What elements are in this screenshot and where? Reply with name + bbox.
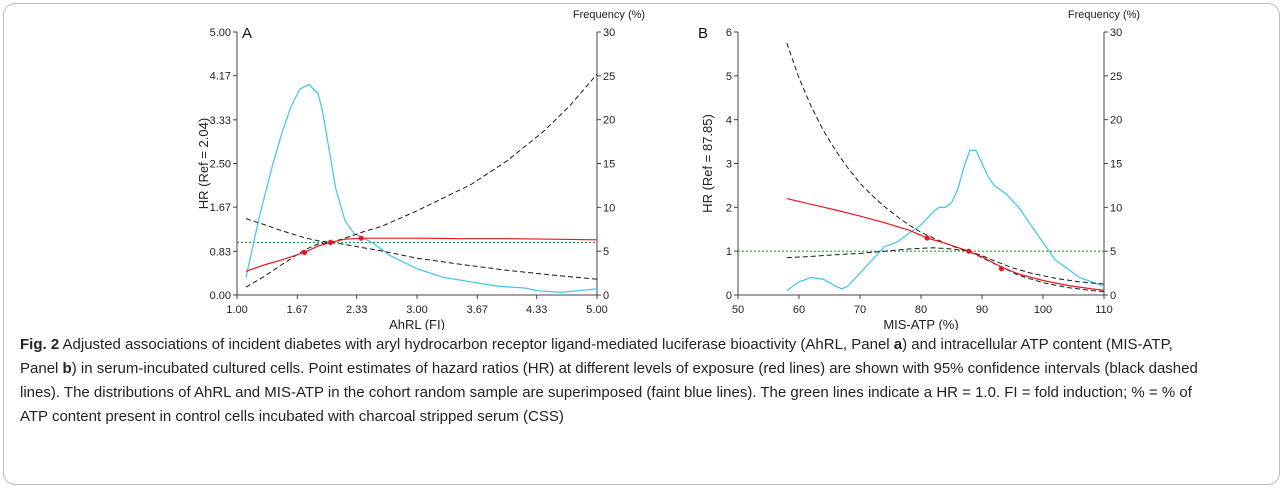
panel-a-y-tick-label: 4.17: [210, 71, 231, 83]
panel-a-ci-upper-line: [245, 73, 598, 288]
panel-a-y-tick-label: 3.33: [210, 115, 231, 127]
panel-b-x-tick-label: 50: [732, 304, 744, 316]
panel-a-y-tick-label: 5.00: [210, 27, 231, 39]
panel-a-x-tick-label: 4.33: [526, 304, 547, 316]
panel-a-y-tick-label: 2.50: [210, 159, 231, 171]
panel-a-x-axis-title: AhRL (FI): [389, 317, 445, 330]
panel-b-x-tick-label: 100: [1034, 304, 1052, 316]
panel-b-x-tick-label: 90: [976, 304, 988, 316]
figure-frame: [3, 3, 1280, 485]
panel-b-x-axis-title: MIS-ATP (%): [883, 317, 958, 330]
panel-b-y2-tick-label: 25: [1110, 71, 1122, 83]
panel-b-panel-label: B: [698, 25, 708, 42]
panel-b-y2-tick-label: 0: [1110, 290, 1116, 302]
caption-panel-a: a: [893, 336, 903, 353]
figure-caption: Fig. 2 Adjusted associations of incident…: [20, 333, 1200, 429]
panel-b-y2-tick-label: 30: [1110, 27, 1122, 39]
figure-plots: 1.00 1.67 2.33 3.00 3.67 4.33 5.00 0.00 0.83 1.67…: [196, 9, 1140, 330]
panel-b-y-tick-label: 2: [726, 202, 732, 214]
panel-a-y2-tick-label: 25: [603, 71, 615, 83]
panel-b-ci-upper-line: [786, 42, 1105, 285]
panel-b-chart: 50 60 70 80 90 100 1100123456051015202530MIS-A…: [698, 9, 1140, 330]
caption-label: Fig. 2: [20, 336, 60, 353]
panel-a-chart: 1.00 1.67 2.33 3.00 3.67 4.33 5.00 0.00 0.83 1.67…: [196, 9, 645, 330]
panel-b-y-axis-title: HR (Ref = 87.85): [700, 114, 715, 213]
panel-a-panel-label: A: [242, 25, 252, 42]
panel-a-y2-tick-label: 5: [603, 246, 609, 258]
panel-a-hr-point: [358, 235, 364, 241]
panel-b-x-tick-label: 70: [854, 304, 866, 316]
panel-a-x-tick-label: 3.67: [467, 304, 488, 316]
panel-a-y-axis-title: HR (Ref = 2.04): [196, 118, 211, 209]
panel-b-x-tick-label: 80: [915, 304, 927, 316]
panel-b-hr-point: [998, 266, 1005, 272]
panel-a-y2-tick-label: 15: [603, 159, 615, 171]
panel-b-y2-tick-label: 5: [1110, 246, 1116, 258]
panel-a-y2-tick-label: 30: [603, 27, 615, 39]
panel-a-y-tick-label: 1.67: [210, 202, 231, 214]
panel-a-ci-lower-line: [245, 218, 598, 280]
panel-b-y-tick-label: 4: [726, 115, 732, 127]
panel-b-x-tick-label: 110: [1095, 304, 1113, 316]
panel-a-y2-tick-label: 0: [603, 290, 609, 302]
panel-a-hr-line: [245, 237, 598, 272]
panel-a-hr-point: [301, 249, 308, 255]
panel-b-y-tick-label: 1: [726, 246, 732, 258]
panel-b-y-tick-label: 6: [726, 27, 732, 39]
panel-a-hr-point: [328, 239, 334, 245]
panel-a-y2-tick-label: 20: [603, 115, 615, 127]
panel-a-y2-axis-title: Frequency (%): [573, 9, 645, 21]
panel-a-x-tick-label: 1.00: [226, 304, 247, 316]
panel-b-y-tick-label: 0: [726, 290, 732, 302]
panel-b-y2-tick-label: 15: [1110, 159, 1122, 171]
panel-b-ci-lower-line: [786, 247, 1105, 292]
panel-a-y2-tick-label: 10: [603, 202, 615, 214]
panel-a-x-tick-label: 3.00: [406, 304, 427, 316]
panel-b-hr-point: [924, 235, 930, 241]
panel-a-y-tick-label: 0.83: [210, 246, 231, 258]
panel-a-frequency-line: [245, 83, 598, 294]
panel-a-y-tick-label: 0.00: [210, 290, 231, 302]
panel-b-hr-line: [786, 198, 1105, 291]
caption-panel-b: b: [62, 360, 72, 377]
panel-b-y-tick-label: 5: [726, 71, 732, 83]
panel-b-hr-point: [966, 248, 972, 254]
panel-a-x-tick-label: 1.67: [287, 304, 308, 316]
panel-b-y2-tick-label: 10: [1110, 202, 1122, 214]
panel-b-y2-axis-title: Frequency (%): [1068, 9, 1140, 21]
panel-a-x-tick-label: 2.33: [346, 304, 367, 316]
caption-text-part1: Adjusted associations of incident diabet…: [59, 336, 894, 353]
panel-b-y-tick-label: 3: [726, 159, 732, 171]
caption-text-part3: ) in serum-incubated cultured cells. Poi…: [20, 360, 1198, 425]
panel-b-y2-tick-label: 20: [1110, 115, 1122, 127]
panel-b-frequency-line: [786, 149, 1105, 292]
panel-a-x-tick-label: 5.00: [586, 304, 607, 316]
caption-text-part2: ) and intracellular ATP content (MIS-ATP…: [20, 336, 1173, 377]
panel-b-x-tick-label: 60: [793, 304, 805, 316]
